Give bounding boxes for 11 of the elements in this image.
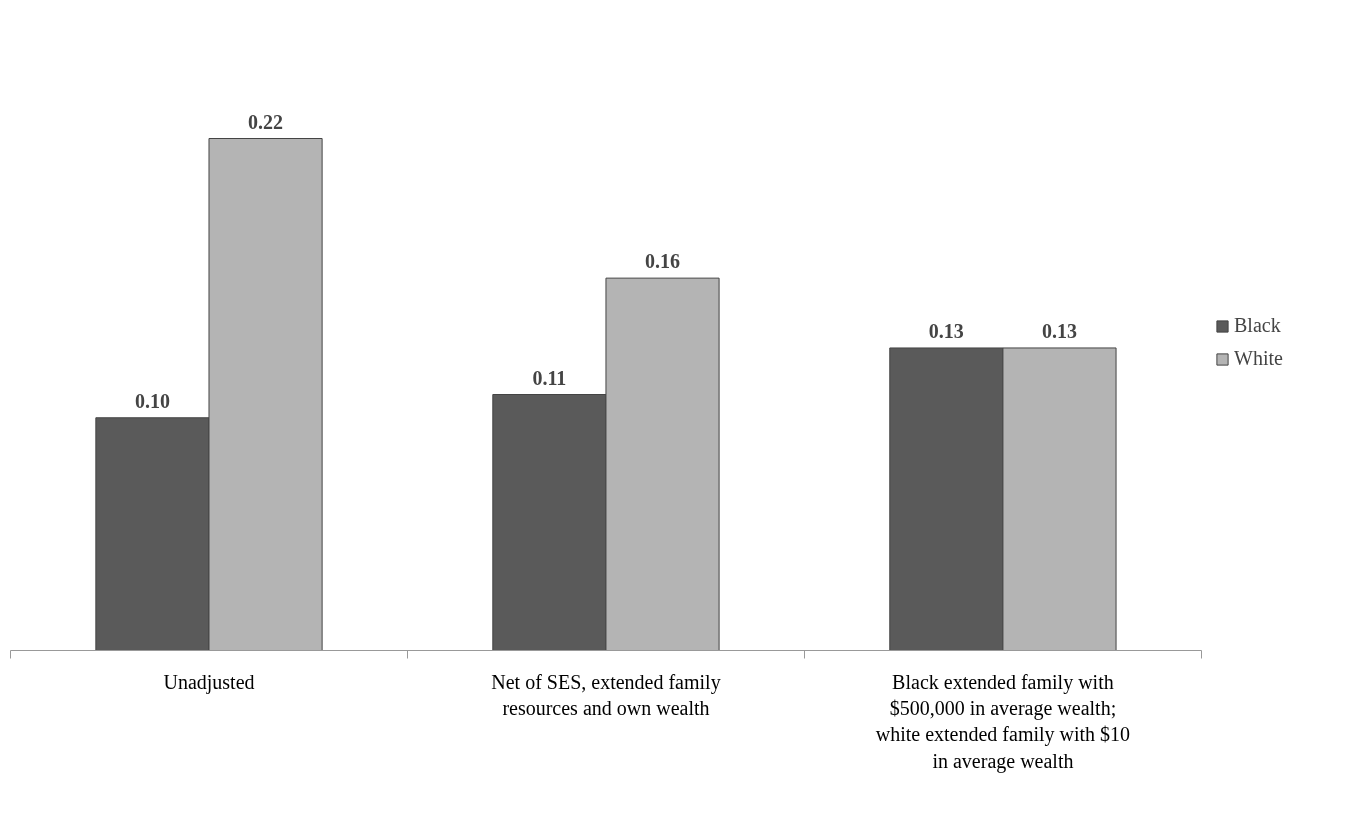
legend-label: White <box>1234 347 1283 370</box>
data-label: 0.16 <box>645 250 681 273</box>
data-label: 0.13 <box>1041 319 1077 342</box>
data-label: 0.11 <box>532 366 567 389</box>
legend-label: Black <box>1234 314 1281 337</box>
x-tick-label: Unadjusted <box>163 670 255 694</box>
x-tick-label: Net of SES, extended family resources and own wealth <box>491 670 721 719</box>
data-label: 0.22 <box>248 110 284 133</box>
x-tick-label: Black extended family with $500,000 in average wealth; white extended family with $10 in average wealth <box>875 670 1131 773</box>
data-label: 0.10 <box>134 389 170 412</box>
data-label: 0.13 <box>928 319 964 342</box>
